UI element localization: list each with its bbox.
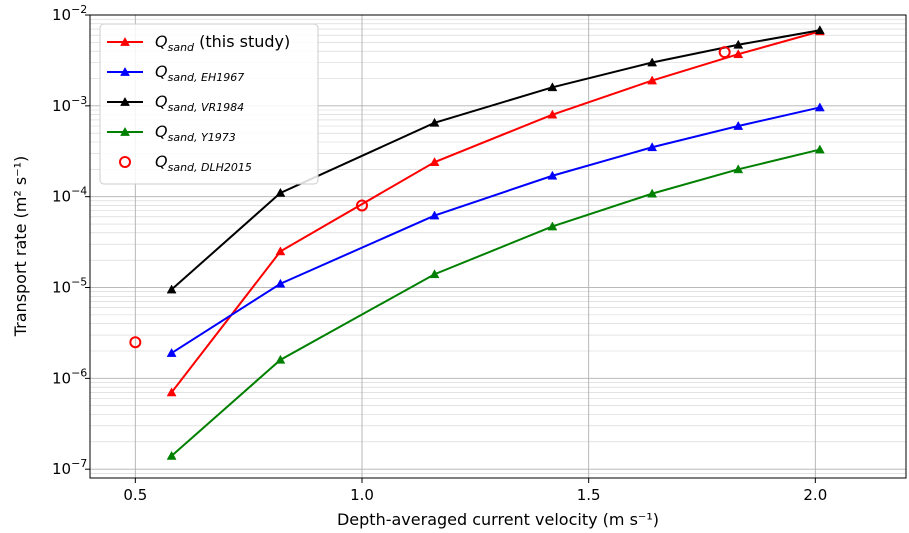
legend-label: Qsand, DLH2015	[155, 152, 252, 174]
data-point	[429, 117, 440, 127]
data-point	[275, 246, 286, 256]
data-point	[647, 75, 658, 85]
data-point	[166, 284, 177, 294]
data-point	[275, 187, 286, 197]
y-axis: 10−7 10−6 10−5 10−4 10−3 10−2	[52, 3, 90, 478]
legend-label: Qsand, Y1973	[155, 122, 236, 144]
legend: Qsand (this study) Qsand, EH1967 Qsand, VR…	[99, 23, 319, 185]
y-tick-label: 10−5	[52, 276, 87, 297]
x-axis-label: Depth-averaged current velocity (m s⁻¹)	[337, 510, 659, 529]
data-point	[733, 120, 744, 130]
data-point	[814, 144, 825, 154]
data-point	[356, 199, 368, 212]
data-point	[547, 170, 558, 180]
data-point	[166, 348, 177, 357]
legend-label: Qsand (this study)	[155, 32, 290, 54]
legend-label: Qsand, EH1967	[155, 62, 244, 84]
legend-entry: Qsand, DLH2015	[119, 152, 252, 174]
data-point	[166, 387, 177, 397]
data-point	[547, 109, 558, 119]
data-point	[547, 82, 558, 92]
legend-entry: Qsand (this study)	[107, 32, 290, 54]
data-point	[429, 269, 440, 279]
data-point	[166, 450, 177, 460]
data-point	[429, 210, 440, 220]
y-tick-label: 10−3	[52, 94, 87, 115]
series-4	[129, 46, 731, 349]
legend-marker	[120, 66, 130, 76]
x-tick-label: 1.5	[577, 486, 601, 504]
series-1	[166, 102, 825, 357]
data-point	[718, 46, 731, 59]
data-point	[733, 39, 744, 49]
data-point	[647, 188, 658, 198]
y-tick-label: 10−4	[52, 185, 87, 206]
data-point	[647, 57, 658, 67]
legend-entry: Qsand, VR1984	[107, 92, 244, 114]
data-point	[647, 142, 658, 152]
x-axis: 0.5 1.0 1.5 2.0	[123, 478, 827, 504]
data-point	[429, 157, 440, 166]
data-point	[547, 221, 558, 231]
x-tick-label: 2.0	[803, 486, 827, 504]
y-tick-label: 10−6	[52, 366, 87, 387]
legend-entry: Qsand, EH1967	[107, 62, 244, 84]
legend-marker	[120, 96, 130, 106]
legend-entry: Qsand, Y1973	[107, 122, 236, 144]
data-point	[275, 354, 286, 364]
data-point	[129, 336, 142, 349]
data-point	[275, 278, 286, 288]
y-tick-label: 10−7	[52, 457, 87, 478]
legend-box	[99, 23, 319, 185]
x-tick-label: 0.5	[123, 486, 147, 504]
series-3	[166, 144, 825, 460]
legend-marker	[119, 156, 131, 168]
legend-marker	[120, 126, 130, 136]
y-tick-label: 10−2	[52, 3, 87, 24]
data-point	[814, 25, 825, 35]
series-layer	[129, 25, 825, 460]
y-axis-label: Transport rate (m² s⁻¹)	[11, 156, 30, 338]
series-2	[166, 25, 825, 294]
legend-marker	[120, 36, 130, 46]
legend-label: Qsand, VR1984	[155, 92, 244, 114]
x-tick-label: 1.0	[350, 486, 374, 504]
plot-frame	[89, 14, 907, 479]
data-point	[733, 49, 744, 59]
data-point	[814, 102, 825, 112]
data-point	[733, 164, 744, 174]
